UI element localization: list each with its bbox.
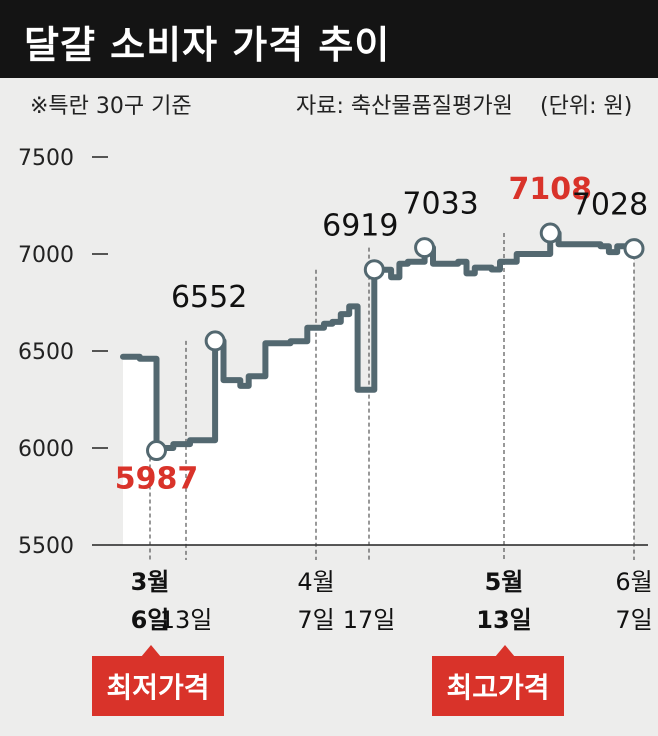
x-tick-month: 3월 [131,568,170,596]
x-tick-day: 6일 [131,606,170,634]
lowest-badge-pointer [141,645,161,657]
y-tick-label: 5500 [18,534,74,559]
data-value-label: 6919 [322,209,398,244]
data-value-label: 6552 [171,280,247,315]
y-tick-label: 7500 [18,146,74,171]
data-value-label: 5987 [115,462,199,497]
x-tick-day: 13일 [476,606,531,634]
title-bar: 달걀 소비자 가격 추이 [0,0,658,78]
x-tick-day: 7일 [615,606,652,634]
x-tick-month: 6월 [615,568,652,596]
data-point-marker [623,238,645,260]
footnote: ※특란 30구 기준 [30,94,192,119]
data-point-marker [539,222,561,244]
data-value-label: 7028 [572,188,648,223]
chart-title: 달걀 소비자 가격 추이 [24,23,391,67]
x-tick-day: 13일 [160,606,213,634]
x-tick-day: 7일 [297,606,334,634]
highest-price-badge: 최고가격 [432,656,564,716]
y-tick-label: 6000 [18,437,74,462]
x-tick-month: 4월 [297,568,334,596]
data-point-marker [414,237,436,259]
data-point-marker [363,259,385,281]
x-tick-day: 17일 [343,606,396,634]
y-tick-label: 6500 [18,340,74,365]
data-value-label: 7033 [402,187,478,222]
x-tick-month: 5월 [485,568,524,596]
highest-badge-pointer [495,645,515,657]
price-area [123,233,634,545]
data-point-marker [146,440,168,462]
y-tick-label: 7000 [18,243,74,268]
lowest-price-badge: 최저가격 [92,656,224,716]
data-point-marker [204,330,226,352]
unit-note: (단위: 원) [540,94,633,119]
source-note: 자료: 축산물품질평가원 [296,94,513,119]
data-value-label: 7108 [508,172,592,207]
